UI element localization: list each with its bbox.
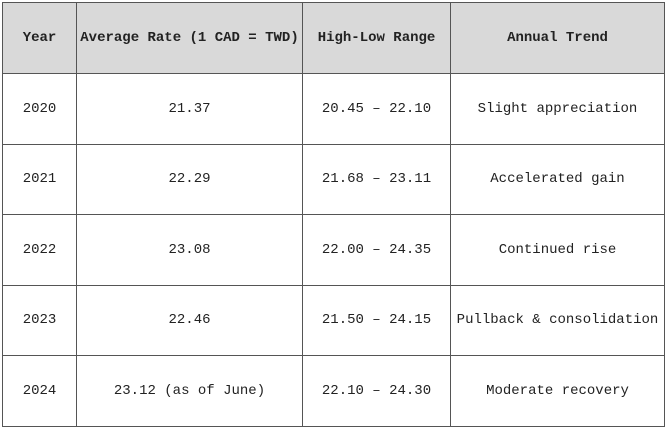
table-cell: 23.12 (as of June)	[76, 355, 303, 427]
header-cell: Year	[2, 2, 77, 74]
table-cell: 22.00 – 24.35	[302, 214, 451, 286]
table-row: 2024 23.12 (as of June) 22.10 – 24.30 Moder…	[2, 355, 665, 427]
table-cell: 2024	[2, 355, 77, 427]
header-row: Year Average Rate (1 CAD = TWD) High-Low R…	[2, 2, 665, 74]
table-cell: 21.68 – 23.11	[302, 143, 451, 215]
table-cell: 2021	[2, 143, 77, 215]
header-cell: Average Rate (1 CAD = TWD)	[76, 2, 303, 74]
table-body: 2020 21.37 20.45 – 22.10 Slight appreciatio…	[2, 73, 665, 427]
table-cell: 21.37	[76, 73, 303, 145]
table-cell: 2020	[2, 73, 77, 145]
table-cell: Pullback & consolidation	[450, 284, 665, 356]
table-cell: 22.10 – 24.30	[302, 355, 451, 427]
table-row: 2022 23.08 22.00 – 24.35 Continued rise	[2, 214, 665, 286]
table-row: 2020 21.37 20.45 – 22.10 Slight appreciatio…	[2, 73, 665, 145]
table-cell: 2022	[2, 214, 77, 286]
table-cell: Moderate recovery	[450, 355, 665, 427]
table-row: 2023 22.46 21.50 – 24.15 Pullback & consoli…	[2, 284, 665, 356]
table-row: 2021 22.29 21.68 – 23.11 Accelerated gain	[2, 143, 665, 215]
header-cell: High-Low Range	[302, 2, 451, 74]
table-cell: 21.50 – 24.15	[302, 284, 451, 356]
table-cell: Continued rise	[450, 214, 665, 286]
table-cell: 22.46	[76, 284, 303, 356]
table-cell: Accelerated gain	[450, 143, 665, 215]
header-cell: Annual Trend	[450, 2, 665, 74]
table-cell: 23.08	[76, 214, 303, 286]
table-header: Year Average Rate (1 CAD = TWD) High-Low R…	[2, 2, 665, 74]
table-cell: Slight appreciation	[450, 73, 665, 145]
table-cell: 20.45 – 22.10	[302, 73, 451, 145]
table-cell: 22.29	[76, 143, 303, 215]
table-cell: 2023	[2, 284, 77, 356]
